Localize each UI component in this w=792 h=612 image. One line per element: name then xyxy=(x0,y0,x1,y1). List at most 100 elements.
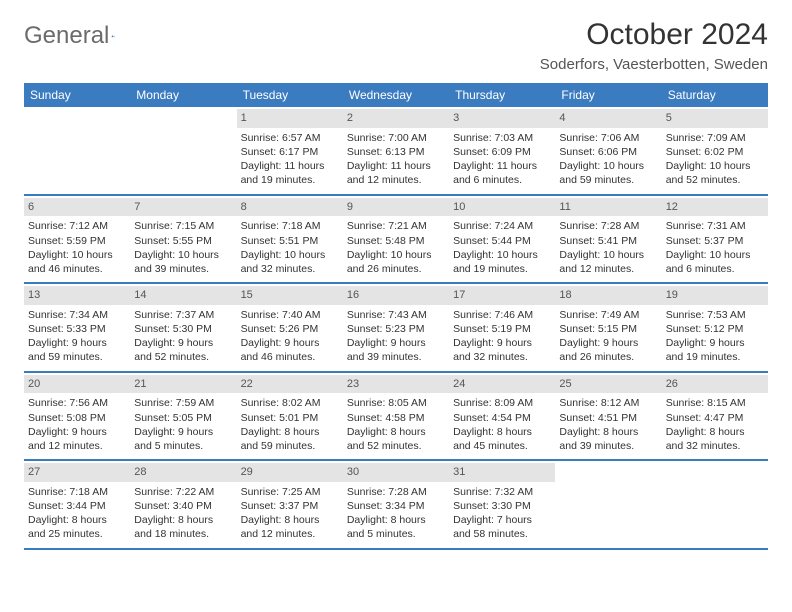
sunset-text: Sunset: 6:06 PM xyxy=(559,145,657,159)
sunrise-text: Sunrise: 7:21 AM xyxy=(347,219,445,233)
sunset-text: Sunset: 5:12 PM xyxy=(666,322,764,336)
day-cell xyxy=(130,107,236,194)
sunset-text: Sunset: 5:15 PM xyxy=(559,322,657,336)
sunrise-text: Sunrise: 7:22 AM xyxy=(134,485,232,499)
week-row: 6Sunrise: 7:12 AMSunset: 5:59 PMDaylight… xyxy=(24,196,768,285)
day-number: 11 xyxy=(555,198,661,217)
weekday-header-row: SundayMondayTuesdayWednesdayThursdayFrid… xyxy=(24,83,768,107)
day-cell: 5Sunrise: 7:09 AMSunset: 6:02 PMDaylight… xyxy=(662,107,768,194)
daylight-text: Daylight: 9 hours and 19 minutes. xyxy=(666,336,764,364)
sunset-text: Sunset: 3:40 PM xyxy=(134,499,232,513)
day-cell: 24Sunrise: 8:09 AMSunset: 4:54 PMDayligh… xyxy=(449,373,555,460)
day-cell xyxy=(662,461,768,548)
day-cell: 6 Sunrise: 7:12 AMSunset: 5:59 PMDaylight… xyxy=(24,196,130,283)
sunrise-text: Sunrise: 8:09 AM xyxy=(453,396,551,410)
sunrise-text: Sunrise: 7:53 AM xyxy=(666,308,764,322)
day-info: Sunrise: 7:28 AMSunset: 3:34 PMDaylight:… xyxy=(347,485,445,542)
weeks-container: 1Sunrise: 6:57 AMSunset: 6:17 PMDaylight… xyxy=(24,107,768,550)
sunset-text: Sunset: 5:19 PM xyxy=(453,322,551,336)
sunset-text: Sunset: 6:09 PM xyxy=(453,145,551,159)
day-info: Sunrise: 7:03 AMSunset: 6:09 PMDaylight:… xyxy=(453,131,551,188)
sunrise-text: Sunrise: 7:15 AM xyxy=(134,219,232,233)
daylight-text: Daylight: 9 hours and 26 minutes. xyxy=(559,336,657,364)
sunset-text: Sunset: 5:26 PM xyxy=(241,322,339,336)
day-info: Sunrise: 7:28 AMSunset: 5:41 PMDaylight:… xyxy=(559,219,657,276)
day-cell: 13Sunrise: 7:34 AMSunset: 5:33 PMDayligh… xyxy=(24,284,130,371)
weekday-header: Tuesday xyxy=(237,83,343,107)
sunrise-text: Sunrise: 7:09 AM xyxy=(666,131,764,145)
day-number: 24 xyxy=(449,375,555,394)
sunrise-text: Sunrise: 7:43 AM xyxy=(347,308,445,322)
day-cell: 27Sunrise: 7:18 AMSunset: 3:44 PMDayligh… xyxy=(24,461,130,548)
day-number: 9 xyxy=(343,198,449,217)
sunrise-text: Sunrise: 7:00 AM xyxy=(347,131,445,145)
day-cell: 14Sunrise: 7:37 AMSunset: 5:30 PMDayligh… xyxy=(130,284,236,371)
sunrise-text: Sunrise: 8:12 AM xyxy=(559,396,657,410)
sunrise-text: Sunrise: 7:12 AM xyxy=(28,219,126,233)
sunrise-text: Sunrise: 7:34 AM xyxy=(28,308,126,322)
day-number: 17 xyxy=(449,286,555,305)
day-cell: 30Sunrise: 7:28 AMSunset: 3:34 PMDayligh… xyxy=(343,461,449,548)
day-cell: 31Sunrise: 7:32 AMSunset: 3:30 PMDayligh… xyxy=(449,461,555,548)
day-cell: 28Sunrise: 7:22 AMSunset: 3:40 PMDayligh… xyxy=(130,461,236,548)
sunrise-text: Sunrise: 7:59 AM xyxy=(134,396,232,410)
day-number: 27 xyxy=(24,463,130,482)
daylight-text: Daylight: 10 hours and 12 minutes. xyxy=(559,248,657,276)
sunset-text: Sunset: 4:54 PM xyxy=(453,411,551,425)
sunset-text: Sunset: 5:30 PM xyxy=(134,322,232,336)
day-info: Sunrise: 7:49 AMSunset: 5:15 PMDaylight:… xyxy=(559,308,657,365)
sunrise-text: Sunrise: 7:28 AM xyxy=(559,219,657,233)
daylight-text: Daylight: 10 hours and 6 minutes. xyxy=(666,248,764,276)
day-number: 2 xyxy=(343,109,449,128)
sunset-text: Sunset: 5:05 PM xyxy=(134,411,232,425)
sunrise-text: Sunrise: 7:18 AM xyxy=(28,485,126,499)
day-cell: 20Sunrise: 7:56 AMSunset: 5:08 PMDayligh… xyxy=(24,373,130,460)
daylight-text: Daylight: 9 hours and 39 minutes. xyxy=(347,336,445,364)
sunset-text: Sunset: 5:59 PM xyxy=(28,234,126,248)
day-info: Sunrise: 7:15 AMSunset: 5:55 PMDaylight:… xyxy=(134,219,232,276)
week-row: 13Sunrise: 7:34 AMSunset: 5:33 PMDayligh… xyxy=(24,284,768,373)
day-info: Sunrise: 7:59 AMSunset: 5:05 PMDaylight:… xyxy=(134,396,232,453)
sunset-text: Sunset: 4:58 PM xyxy=(347,411,445,425)
weekday-header: Thursday xyxy=(449,83,555,107)
day-info: Sunrise: 7:37 AMSunset: 5:30 PMDaylight:… xyxy=(134,308,232,365)
daylight-text: Daylight: 8 hours and 18 minutes. xyxy=(134,513,232,541)
day-cell: 12Sunrise: 7:31 AMSunset: 5:37 PMDayligh… xyxy=(662,196,768,283)
sunset-text: Sunset: 5:51 PM xyxy=(241,234,339,248)
sunset-text: Sunset: 5:37 PM xyxy=(666,234,764,248)
day-cell: 18Sunrise: 7:49 AMSunset: 5:15 PMDayligh… xyxy=(555,284,661,371)
day-info: Sunrise: 7:06 AMSunset: 6:06 PMDaylight:… xyxy=(559,131,657,188)
sunset-text: Sunset: 6:13 PM xyxy=(347,145,445,159)
day-cell xyxy=(555,461,661,548)
day-number: 22 xyxy=(237,375,343,394)
day-cell: 15 Sunrise: 7:40 AMSunset: 5:26 PMDayligh… xyxy=(237,284,343,371)
daylight-text: Daylight: 10 hours and 39 minutes. xyxy=(134,248,232,276)
daylight-text: Daylight: 8 hours and 5 minutes. xyxy=(347,513,445,541)
sunrise-text: Sunrise: 7:37 AM xyxy=(134,308,232,322)
day-cell: 22Sunrise: 8:02 AMSunset: 5:01 PMDayligh… xyxy=(237,373,343,460)
weekday-header: Saturday xyxy=(662,83,768,107)
sunset-text: Sunset: 5:33 PM xyxy=(28,322,126,336)
day-cell: 3Sunrise: 7:03 AMSunset: 6:09 PMDaylight… xyxy=(449,107,555,194)
day-info: Sunrise: 7:56 AMSunset: 5:08 PMDaylight:… xyxy=(28,396,126,453)
sunrise-text: Sunrise: 7:25 AM xyxy=(241,485,339,499)
day-number: 4 xyxy=(555,109,661,128)
day-number: 15 xyxy=(237,286,343,305)
daylight-text: Daylight: 8 hours and 12 minutes. xyxy=(241,513,339,541)
sunrise-text: Sunrise: 7:18 AM xyxy=(241,219,339,233)
day-cell: 1Sunrise: 6:57 AMSunset: 6:17 PMDaylight… xyxy=(237,107,343,194)
daylight-text: Daylight: 10 hours and 52 minutes. xyxy=(666,159,764,187)
day-number: 10 xyxy=(449,198,555,217)
day-info: Sunrise: 7:43 AMSunset: 5:23 PMDaylight:… xyxy=(347,308,445,365)
sunrise-text: Sunrise: 7:49 AM xyxy=(559,308,657,322)
daylight-text: Daylight: 11 hours and 6 minutes. xyxy=(453,159,551,187)
day-cell: 16Sunrise: 7:43 AMSunset: 5:23 PMDayligh… xyxy=(343,284,449,371)
day-number: 19 xyxy=(662,286,768,305)
day-number: 6 xyxy=(24,198,130,217)
day-cell: 23Sunrise: 8:05 AMSunset: 4:58 PMDayligh… xyxy=(343,373,449,460)
day-info: Sunrise: 7:22 AMSunset: 3:40 PMDaylight:… xyxy=(134,485,232,542)
day-cell xyxy=(24,107,130,194)
sunset-text: Sunset: 5:01 PM xyxy=(241,411,339,425)
day-info: Sunrise: 7:40 AMSunset: 5:26 PMDaylight:… xyxy=(241,308,339,365)
day-info: Sunrise: 7:12 AMSunset: 5:59 PMDaylight:… xyxy=(28,219,126,276)
